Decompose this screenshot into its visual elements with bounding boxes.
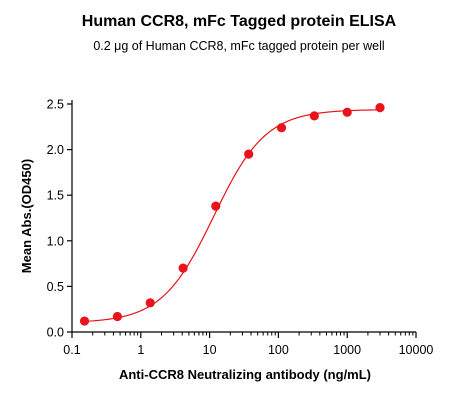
x-ticks: 0.1 1 10 100 1000 10000: [63, 332, 433, 357]
x-tick-label: 10: [203, 343, 217, 357]
data-point: [342, 107, 352, 117]
data-point: [112, 311, 123, 322]
x-tick-label: 100: [268, 343, 289, 357]
data-point: [244, 149, 254, 159]
y-tick-label: 1.5: [47, 189, 64, 203]
data-point: [276, 123, 287, 133]
y-tick-label: 2.0: [47, 143, 64, 157]
y-tick-label: 2.5: [47, 98, 64, 112]
y-ticks: 0.0 0.5 1.0 1.5 2.0 2.5: [47, 98, 72, 340]
y-tick-label: 0.5: [47, 280, 64, 294]
y-axis-label: Mean Abs.(OD450): [19, 159, 34, 273]
y-tick-label: 0.0: [47, 326, 64, 340]
fit-curve: [84, 109, 381, 323]
x-axis-label: Anti-CCR8 Neutralizing antibody (ng/mL): [119, 367, 371, 382]
data-point: [309, 111, 319, 121]
data-points: [79, 103, 385, 326]
data-point: [79, 316, 90, 326]
axes: [71, 100, 416, 333]
chart-title: Human CCR8, mFc Tagged protein ELISA: [82, 13, 397, 30]
x-tick-label: 1: [137, 343, 144, 357]
x-tick-label: 1000: [333, 343, 361, 357]
chart-subtitle: 0.2 μg of Human CCR8, mFc tagged protein…: [93, 39, 384, 53]
data-point: [211, 201, 221, 211]
x-tick-label: 10000: [399, 343, 434, 357]
data-point: [145, 298, 155, 308]
data-point: [178, 263, 188, 273]
x-tick-label: 0.1: [63, 343, 80, 357]
y-tick-label: 1.0: [47, 234, 64, 248]
data-point: [375, 103, 385, 113]
